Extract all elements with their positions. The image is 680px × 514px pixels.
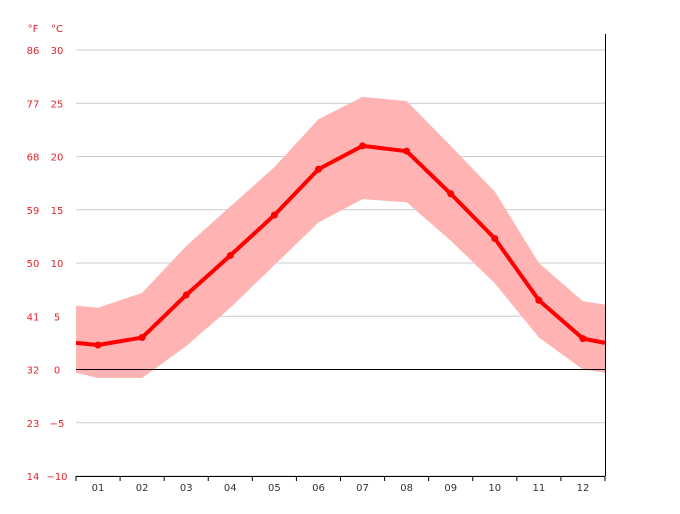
data-point-05 — [270, 211, 278, 219]
data-point-10 — [491, 235, 499, 243]
data-point-12 — [579, 335, 587, 343]
y-tick-label-celsius: 30 — [51, 46, 64, 57]
data-point-09 — [447, 190, 455, 198]
y-tick-label-celsius: −5 — [50, 419, 65, 430]
y-tick-label-fahrenheit: 23 — [27, 419, 40, 430]
unit-label-celsius: °C — [51, 24, 63, 35]
y-tick-label-celsius: 25 — [51, 99, 64, 110]
average-line-path — [75, 143, 606, 348]
x-tick-label: 07 — [356, 483, 369, 494]
temperature-range-band — [76, 96, 605, 379]
y-tick-label-fahrenheit: 14 — [27, 472, 40, 483]
data-point-04 — [226, 252, 234, 260]
x-tick-label: 04 — [224, 483, 237, 494]
y-tick-label-fahrenheit: 32 — [27, 366, 40, 377]
x-tick-label: 03 — [180, 483, 193, 494]
x-tick-label: 11 — [533, 483, 546, 494]
x-tick-label: 01 — [92, 483, 105, 494]
x-tick-label: 08 — [400, 483, 413, 494]
y-tick-label-celsius: 15 — [51, 206, 64, 217]
data-point-08 — [403, 147, 411, 155]
y-tick-label-celsius: 20 — [51, 153, 64, 164]
y-tick-label-fahrenheit: 59 — [27, 206, 40, 217]
y-tick-label-fahrenheit: 50 — [27, 259, 40, 270]
data-point-06 — [314, 165, 322, 173]
data-point-03 — [182, 291, 190, 299]
y-tick-label-celsius: −10 — [46, 472, 67, 483]
y-tick-label-fahrenheit: 68 — [27, 153, 40, 164]
y-tick-label-celsius: 10 — [51, 259, 64, 270]
data-points — [94, 142, 587, 349]
x-tick-label: 12 — [577, 483, 590, 494]
average-temperature-line — [75, 143, 606, 348]
data-point-01 — [94, 341, 102, 349]
unit-label-fahrenheit: °F — [28, 24, 39, 35]
y-tick-label-fahrenheit: 77 — [27, 99, 40, 110]
x-tick-label: 06 — [312, 483, 325, 494]
data-point-07 — [359, 142, 367, 150]
y-tick-label-celsius: 0 — [54, 366, 60, 377]
chart-axes — [75, 34, 606, 481]
x-tick-label: 05 — [268, 483, 281, 494]
x-tick-label: 10 — [488, 483, 501, 494]
data-point-02 — [138, 334, 146, 342]
data-point-11 — [535, 296, 543, 304]
y-tick-label-fahrenheit: 41 — [27, 312, 40, 323]
x-tick-label: 02 — [136, 483, 149, 494]
y-tick-label-celsius: 5 — [54, 312, 60, 323]
range-band-area — [76, 96, 605, 379]
y-axis-tick-labels: 86 30 77 25 68 20 59 15 50 10 41 5 32 0 23 −5 14 −10 — [27, 46, 68, 483]
x-tick-label: 09 — [444, 483, 457, 494]
y-tick-label-fahrenheit: 86 — [27, 46, 40, 57]
x-axis-tick-labels: 01 02 03 04 05 06 07 08 09 10 11 12 — [92, 483, 590, 494]
